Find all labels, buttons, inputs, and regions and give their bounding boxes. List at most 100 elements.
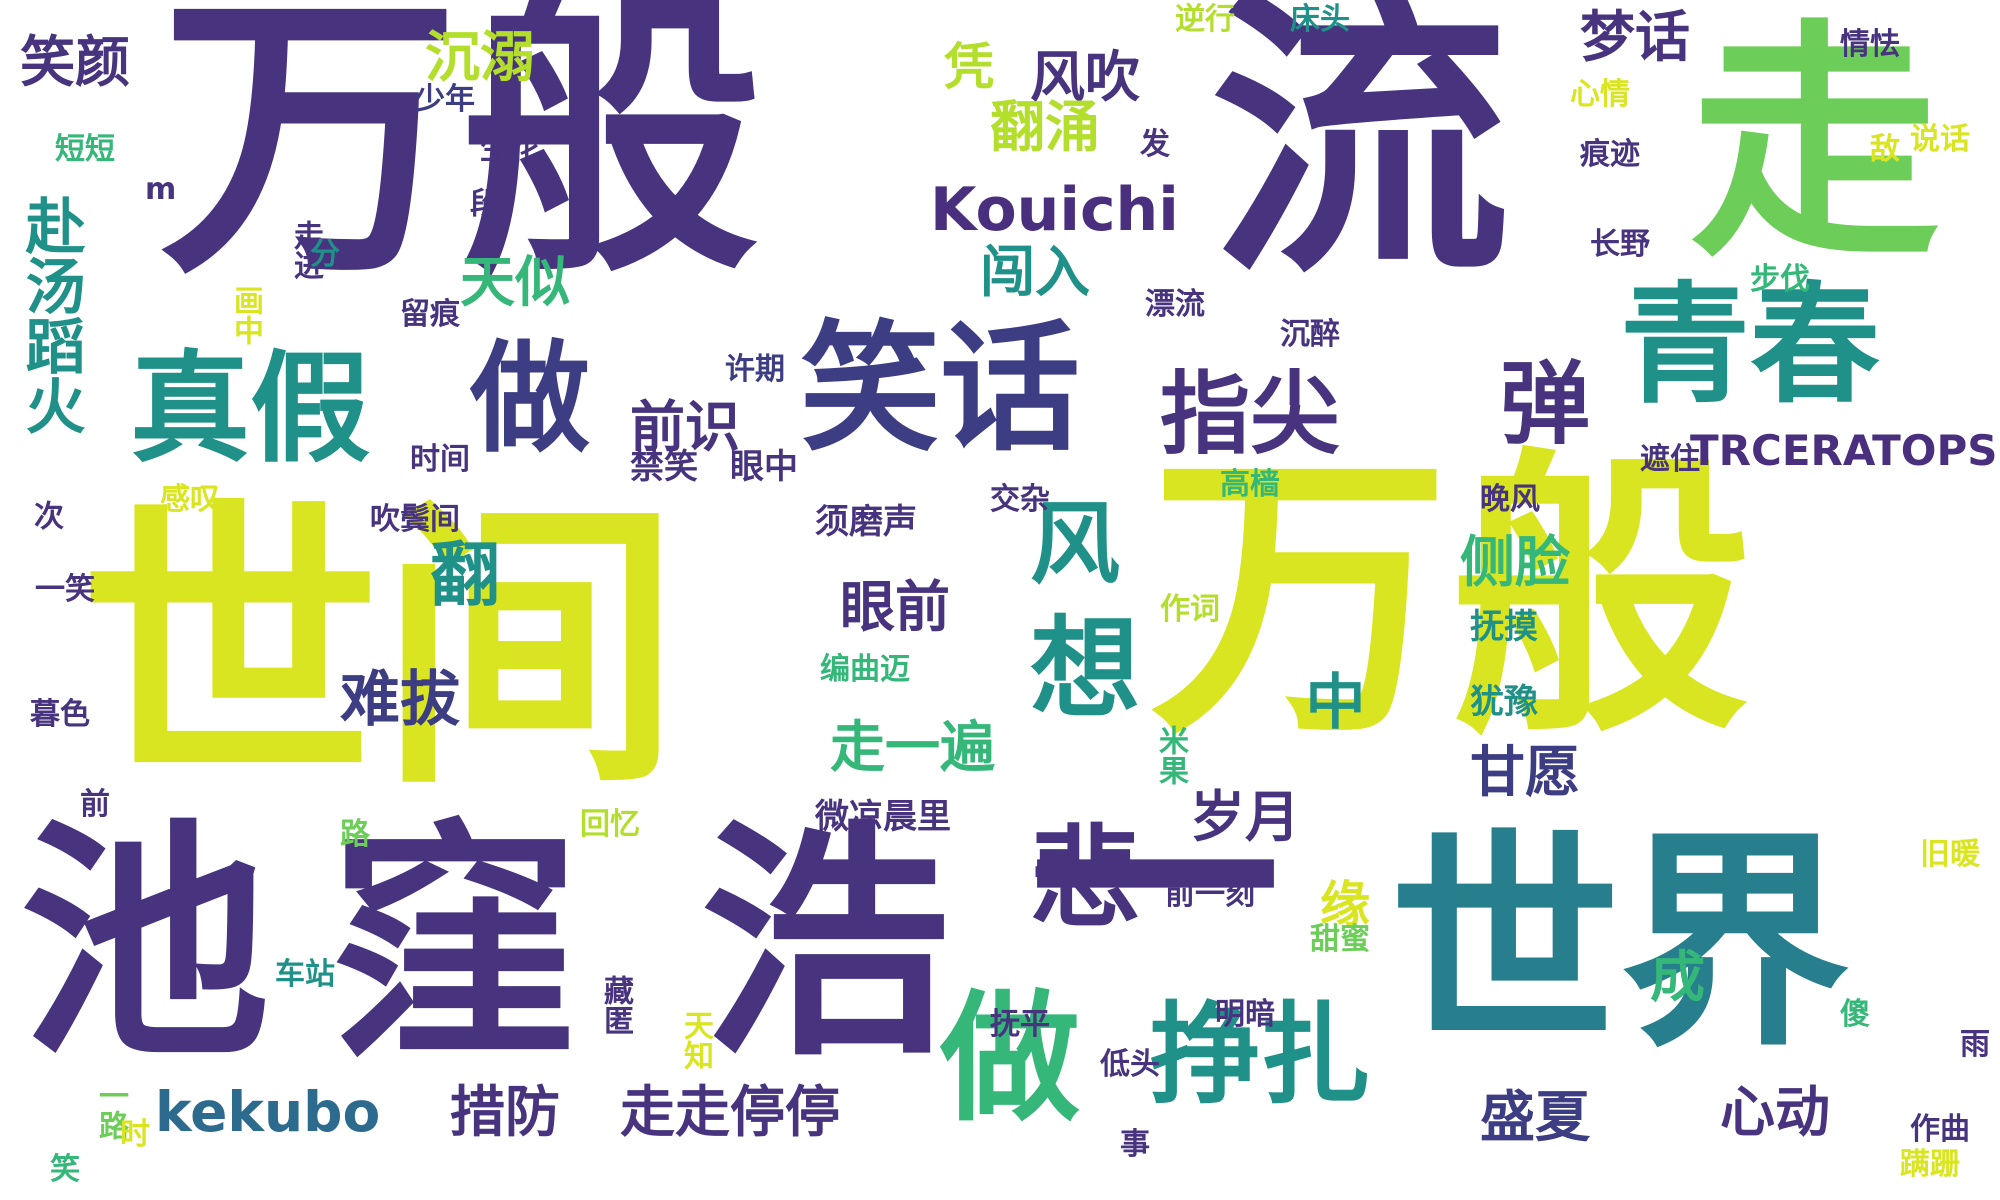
cloud-word: 指尖: [1160, 362, 1340, 467]
cloud-word: 青春: [1620, 269, 1881, 421]
cloud-word: 分: [310, 237, 340, 272]
cloud-word: 情怯: [1840, 27, 1900, 62]
cloud-word: 米果: [1153, 725, 1188, 785]
cloud-word: 风: [1030, 492, 1120, 597]
cloud-word: 做: [470, 330, 590, 469]
cloud-word: 沉醉: [1280, 317, 1340, 352]
cloud-word: 心情: [1570, 77, 1630, 112]
cloud-word: 窪: [330, 799, 580, 1090]
cloud-word: 笑: [50, 1152, 80, 1187]
cloud-word: 想: [1011, 610, 1139, 720]
cloud-word: 笑话: [800, 308, 1081, 471]
cloud-word: 难拔: [340, 665, 460, 735]
cloud-word: 抚摸: [1470, 607, 1538, 647]
cloud-word: 岁月: [1190, 785, 1301, 849]
cloud-word: 长野: [1590, 227, 1650, 262]
cloud-word: 作词: [1160, 592, 1220, 627]
cloud-word: 做: [940, 978, 1081, 1141]
cloud-word: 万般: [1150, 425, 1750, 774]
cloud-word: 漂流: [1145, 287, 1205, 322]
cloud-word: 走: [1690, 0, 1940, 290]
cloud-word: 作曲: [1910, 1112, 1970, 1147]
cloud-word: 浩: [700, 799, 950, 1090]
cloud-word: 抚平: [990, 1007, 1050, 1042]
cloud-word: 回忆: [580, 807, 640, 842]
cloud-word: 走一遍: [830, 715, 996, 779]
cloud-word: 翻涌: [990, 95, 1101, 159]
cloud-word: 眼前: [840, 575, 951, 639]
cloud-word: 痕迹: [1580, 137, 1640, 172]
cloud-word: 少年: [415, 82, 475, 117]
cloud-word: kekubo: [155, 1080, 381, 1144]
cloud-word: 盛夏: [1480, 1085, 1591, 1149]
cloud-word: 生花: [480, 132, 540, 167]
cloud-word: 藏匿: [598, 975, 633, 1035]
cloud-word: 真假: [130, 340, 370, 479]
cloud-word: 车站: [275, 957, 335, 992]
cloud-word: 挣扎: [1150, 991, 1370, 1119]
cloud-word: 画中: [228, 285, 263, 345]
cloud-word: 傻: [1840, 997, 1870, 1032]
cloud-word: 笑颜: [20, 30, 131, 94]
cloud-word: 时间: [410, 442, 470, 477]
cloud-word: 一路: [93, 1080, 128, 1140]
cloud-word: 说话: [1910, 122, 1970, 157]
cloud-word: 措防: [450, 1080, 561, 1144]
cloud-word: 逆行: [1175, 2, 1235, 37]
cloud-word: 敌: [1870, 132, 1900, 167]
cloud-word: 雨: [1960, 1027, 1990, 1062]
cloud-word: 前识: [630, 395, 741, 459]
cloud-word: 吹鬓间: [370, 502, 460, 537]
cloud-word: 旧暖: [1920, 837, 1980, 872]
cloud-word: 池: [20, 799, 270, 1090]
cloud-word: 编曲迈: [820, 652, 910, 687]
cloud-word: 翻: [430, 534, 500, 616]
cloud-word: 明暗: [1215, 997, 1275, 1032]
cloud-word: 甜蜜: [1310, 922, 1370, 957]
cloud-word: 中: [1295, 670, 1365, 730]
cloud-word: 发: [1140, 127, 1170, 162]
cloud-word: 眼中: [730, 447, 798, 487]
cloud-word: 前: [80, 787, 110, 822]
cloud-word: 弹: [1500, 352, 1590, 457]
cloud-word: 遮住: [1640, 442, 1700, 477]
cloud-word: 留痕: [400, 297, 460, 332]
cloud-word: 微凉晨里: [815, 797, 951, 837]
cloud-word: 走进: [288, 220, 323, 280]
cloud-word: m: [145, 172, 177, 207]
cloud-word: 短短: [55, 132, 115, 167]
cloud-word: 低头: [1100, 1047, 1160, 1082]
cloud-word: 天知: [678, 1010, 713, 1070]
cloud-word: 许期: [725, 352, 785, 387]
cloud-word: 甘愿: [1470, 740, 1581, 804]
cloud-word: 时: [120, 1117, 150, 1152]
cloud-word: TRCERATOPS: [1690, 426, 1998, 475]
cloud-word: 沉溺: [425, 25, 536, 89]
cloud-word: 次: [28, 500, 63, 530]
cloud-word: 一: [1030, 739, 1280, 1030]
cloud-word: 蹒跚: [1900, 1147, 1960, 1182]
cloud-word: 一笑: [35, 572, 95, 607]
cloud-word: 路: [340, 817, 370, 852]
cloud-word: 闯入: [980, 240, 1091, 304]
cloud-word: 成: [1650, 945, 1706, 1009]
cloud-word: 犹豫: [1470, 682, 1538, 722]
cloud-word: 天似: [460, 250, 571, 314]
cloud-word: 暮色: [30, 697, 90, 732]
cloud-word: 须磨声: [815, 502, 917, 542]
cloud-word: 交杂: [990, 482, 1050, 517]
cloud-word: 走走停停: [620, 1080, 841, 1144]
cloud-word: 侧脸: [1460, 530, 1571, 594]
cloud-word: 事: [1120, 1127, 1150, 1162]
cloud-word: 步伐: [1750, 262, 1810, 297]
cloud-word: 床头: [1290, 2, 1350, 37]
cloud-word: 世间: [80, 475, 680, 824]
cloud-word: 缘: [1320, 876, 1370, 934]
cloud-word: 心动: [1720, 1080, 1831, 1144]
cloud-word: 禁笑: [630, 447, 698, 487]
cloud-word: 世界: [1390, 811, 1851, 1078]
cloud-word: 前一刻: [1165, 877, 1255, 912]
cloud-word: 万般: [160, 0, 760, 314]
cloud-word: 梦话: [1580, 5, 1691, 69]
